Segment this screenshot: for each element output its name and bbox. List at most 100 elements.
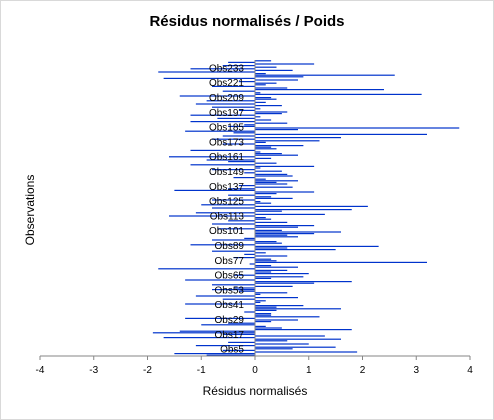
category-label: Obs221 xyxy=(209,78,244,89)
bar xyxy=(255,74,395,76)
bar xyxy=(255,242,282,244)
bar xyxy=(255,175,293,177)
bar xyxy=(222,349,255,351)
bar xyxy=(212,239,255,241)
x-tick-label: 3 xyxy=(413,365,419,376)
category-label: Obs53 xyxy=(215,285,245,296)
x-tick-label: -2 xyxy=(143,365,152,376)
bar xyxy=(255,249,336,251)
bar xyxy=(255,241,277,243)
bar xyxy=(201,204,255,206)
bar xyxy=(222,90,255,92)
bar xyxy=(255,321,272,323)
bar xyxy=(190,114,255,116)
x-tick-label: 1 xyxy=(306,365,312,376)
bar xyxy=(255,167,261,169)
bar xyxy=(228,322,255,324)
bar xyxy=(222,65,255,67)
bar xyxy=(255,221,288,223)
bar xyxy=(233,177,255,179)
bar xyxy=(255,231,341,233)
category-label: Obs137 xyxy=(209,182,244,193)
bar xyxy=(255,325,266,327)
bar xyxy=(255,170,282,172)
bar xyxy=(233,274,255,276)
bar xyxy=(163,337,255,339)
bar xyxy=(212,223,255,225)
bar xyxy=(255,269,288,271)
bar xyxy=(255,338,341,340)
bar xyxy=(212,250,255,252)
bar xyxy=(212,169,255,171)
x-tick-label: 2 xyxy=(360,365,366,376)
bar xyxy=(255,335,325,337)
x-tick-label: 0 xyxy=(252,365,258,376)
bar xyxy=(174,353,255,355)
bar xyxy=(185,303,255,305)
x-tick-label: 4 xyxy=(467,365,473,376)
bar xyxy=(255,202,272,204)
bar xyxy=(255,157,272,159)
bar xyxy=(255,178,266,180)
bar xyxy=(255,153,282,155)
bar xyxy=(185,317,255,319)
bar xyxy=(255,97,272,99)
bar xyxy=(169,156,255,158)
bar xyxy=(255,277,272,279)
bar xyxy=(255,282,315,284)
bar xyxy=(255,266,298,268)
bar xyxy=(255,261,427,263)
bar xyxy=(255,141,266,143)
category-label: Obs233 xyxy=(209,63,244,74)
bar xyxy=(244,124,255,126)
category-label: Obs149 xyxy=(209,167,244,178)
bar xyxy=(255,101,266,103)
bar xyxy=(233,132,255,134)
bar xyxy=(244,172,255,174)
bar xyxy=(255,116,261,118)
category-label: Obs77 xyxy=(215,256,245,267)
bar xyxy=(255,306,277,308)
bar xyxy=(255,319,298,321)
bar xyxy=(255,82,277,84)
bar xyxy=(255,196,272,198)
bar xyxy=(255,309,277,311)
bar xyxy=(255,276,304,278)
bar xyxy=(212,106,255,108)
bar xyxy=(255,313,272,315)
bar xyxy=(206,100,255,102)
bar xyxy=(255,213,325,215)
bar xyxy=(255,69,293,71)
bar xyxy=(255,217,266,219)
bar xyxy=(190,149,255,151)
category-label: Obs101 xyxy=(209,226,244,237)
bar xyxy=(179,95,255,97)
bar xyxy=(255,146,272,148)
category-label: Obs197 xyxy=(209,108,244,119)
category-label: Obs65 xyxy=(215,271,245,282)
bar xyxy=(255,205,368,207)
chart-title: Résidus normalisés / Poids xyxy=(149,13,344,30)
bar xyxy=(255,186,293,188)
bar xyxy=(255,210,282,212)
bar xyxy=(255,348,293,350)
bar xyxy=(228,194,255,196)
bar xyxy=(255,301,261,303)
bar xyxy=(244,253,255,255)
bar xyxy=(255,343,309,345)
bar xyxy=(174,189,255,191)
bar xyxy=(185,130,255,132)
bar xyxy=(255,108,261,110)
bar xyxy=(190,121,255,123)
bar xyxy=(255,63,315,65)
bar xyxy=(217,117,255,119)
bar xyxy=(255,209,352,211)
bar xyxy=(255,201,261,203)
category-label: Obs5 xyxy=(220,345,244,356)
bar xyxy=(238,81,255,83)
bar xyxy=(255,66,277,68)
bar xyxy=(255,122,288,124)
bar xyxy=(255,236,298,238)
bar xyxy=(195,345,255,347)
